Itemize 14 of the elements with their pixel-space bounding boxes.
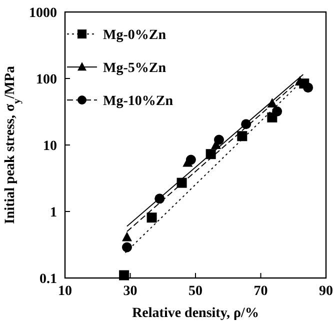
y-tick-label: 100 xyxy=(36,72,57,88)
legend-label: Mg-0%Zn xyxy=(103,28,166,43)
y-tick-label: 1 xyxy=(50,206,57,220)
x-tick-label: 90 xyxy=(319,284,333,299)
legend-label: Mg-5%Zn xyxy=(103,61,166,76)
x-tick-label: 50 xyxy=(188,284,202,299)
x-tick-label: 10 xyxy=(58,284,72,299)
y-tick-label: 1000 xyxy=(29,6,57,21)
y-tick-label: 0.1 xyxy=(40,272,57,287)
x-tick-label: 70 xyxy=(254,284,268,299)
y-tick-label: 10 xyxy=(43,139,57,154)
x-tick-label: 30 xyxy=(123,284,138,299)
x-axis-title: Relative density, ρ/% xyxy=(132,306,259,321)
legend-label: Mg-10%Zn xyxy=(103,94,174,109)
